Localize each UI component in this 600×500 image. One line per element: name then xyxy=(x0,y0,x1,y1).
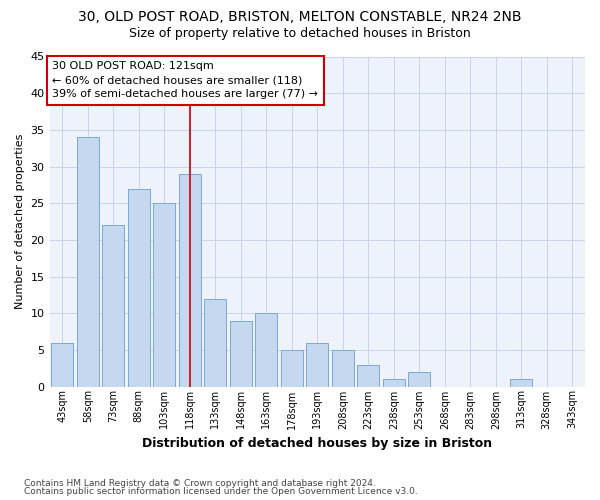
Text: Contains HM Land Registry data © Crown copyright and database right 2024.: Contains HM Land Registry data © Crown c… xyxy=(24,478,376,488)
Bar xyxy=(128,188,149,386)
Bar xyxy=(307,342,328,386)
Bar xyxy=(230,320,251,386)
Text: Contains public sector information licensed under the Open Government Licence v3: Contains public sector information licen… xyxy=(24,487,418,496)
Bar xyxy=(332,350,353,387)
Bar xyxy=(383,379,404,386)
Bar xyxy=(256,313,277,386)
Bar xyxy=(511,379,532,386)
Bar xyxy=(52,342,73,386)
Text: Size of property relative to detached houses in Briston: Size of property relative to detached ho… xyxy=(129,28,471,40)
Bar xyxy=(358,364,379,386)
Bar xyxy=(154,203,175,386)
Text: 30, OLD POST ROAD, BRISTON, MELTON CONSTABLE, NR24 2NB: 30, OLD POST ROAD, BRISTON, MELTON CONST… xyxy=(78,10,522,24)
Y-axis label: Number of detached properties: Number of detached properties xyxy=(15,134,25,309)
Bar xyxy=(77,137,98,386)
Bar xyxy=(281,350,302,387)
Bar xyxy=(103,225,124,386)
Bar xyxy=(179,174,200,386)
Bar xyxy=(205,298,226,386)
Text: 30 OLD POST ROAD: 121sqm
← 60% of detached houses are smaller (118)
39% of semi-: 30 OLD POST ROAD: 121sqm ← 60% of detach… xyxy=(52,62,318,100)
Bar xyxy=(409,372,430,386)
X-axis label: Distribution of detached houses by size in Briston: Distribution of detached houses by size … xyxy=(142,437,493,450)
